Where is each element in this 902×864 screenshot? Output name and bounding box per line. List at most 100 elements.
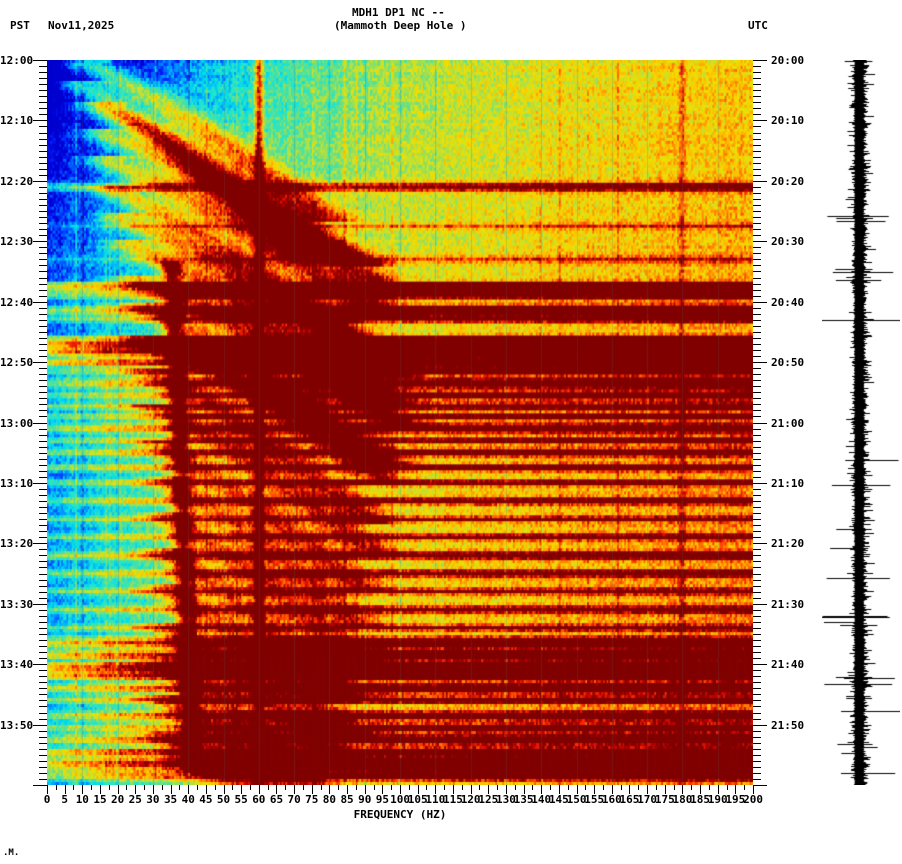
axis-tick: [753, 555, 761, 556]
axis-tick: [39, 211, 47, 212]
axis-tick: [39, 326, 47, 327]
time-tick-label: 12:40: [0, 295, 34, 309]
frequency-tick: [541, 785, 542, 794]
frequency-tick-label: 55: [234, 793, 248, 806]
axis-tick: [753, 543, 767, 544]
axis-tick: [39, 525, 47, 526]
frequency-tick-label: 80: [322, 793, 337, 806]
frequency-tick: [162, 785, 163, 790]
frequency-tick: [629, 785, 630, 794]
axis-tick: [753, 561, 761, 562]
frequency-tick-label: 65: [269, 793, 284, 806]
frequency-tick: [268, 785, 269, 790]
frequency-tick-label: 150: [566, 793, 587, 806]
time-tick-label: 12:20: [0, 174, 34, 188]
frequency-tick: [700, 785, 701, 794]
time-tick-label: 21:00: [771, 416, 805, 430]
axis-tick: [33, 604, 47, 605]
frequency-tick: [215, 785, 216, 790]
axis-tick: [39, 555, 47, 556]
axis-tick: [753, 344, 761, 345]
frequency-tick: [285, 785, 286, 790]
axis-tick: [33, 543, 47, 544]
frequency-tick: [109, 785, 110, 790]
frequency-tick-label: 190: [707, 793, 728, 806]
frequency-tick: [409, 785, 410, 790]
axis-tick: [39, 688, 47, 689]
time-tick-label: 21:20: [771, 537, 805, 551]
frequency-tick: [118, 785, 119, 794]
frequency-tick: [232, 785, 233, 790]
axis-tick: [39, 404, 47, 405]
frequency-tick-label: 5: [61, 793, 68, 806]
axis-tick: [39, 344, 47, 345]
axis-tick: [753, 743, 761, 744]
spectrogram-plot[interactable]: [47, 60, 753, 785]
axis-tick: [753, 610, 761, 611]
frequency-tick: [321, 785, 322, 790]
axis-tick: [753, 102, 761, 103]
frequency-tick-label: 90: [358, 793, 372, 806]
axis-tick: [39, 332, 47, 333]
axis-tick: [39, 386, 47, 387]
axis-tick: [753, 459, 761, 460]
axis-tick: [753, 725, 767, 726]
frequency-tick: [735, 785, 736, 794]
axis-tick: [753, 392, 761, 393]
frequency-tick: [197, 785, 198, 790]
axis-tick: [753, 670, 761, 671]
frequency-tick-label: 60: [252, 793, 266, 806]
frequency-tick: [47, 785, 48, 794]
axis-tick: [753, 296, 761, 297]
axis-tick: [753, 634, 761, 635]
axis-tick: [753, 368, 761, 369]
frequency-tick: [471, 785, 472, 794]
frequency-tick: [577, 785, 578, 794]
axis-tick: [39, 356, 47, 357]
axis-tick: [753, 133, 761, 134]
station-name-title: (Mammoth Deep Hole ): [334, 19, 467, 32]
frequency-tick-label: 25: [128, 793, 142, 806]
axis-tick: [39, 670, 47, 671]
axis-tick: [39, 429, 47, 430]
frequency-tick-label: 50: [216, 793, 231, 806]
axis-tick: [39, 271, 47, 272]
axis-tick: [753, 749, 761, 750]
frequency-tick: [682, 785, 683, 794]
axis-tick: [39, 175, 47, 176]
axis-tick: [39, 139, 47, 140]
timezone-left-label: PST: [10, 19, 30, 32]
frequency-tick-label: 180: [672, 793, 693, 806]
axis-tick: [39, 634, 47, 635]
frequency-tick: [568, 785, 569, 790]
frequency-tick: [435, 785, 436, 794]
axis-tick: [753, 682, 761, 683]
axis-tick: [39, 308, 47, 309]
axis-tick: [39, 489, 47, 490]
frequency-tick: [585, 785, 586, 790]
axis-tick: [39, 102, 47, 103]
axis-tick: [39, 84, 47, 85]
axis-tick: [39, 66, 47, 67]
axis-tick: [753, 259, 761, 260]
axis-tick: [39, 338, 47, 339]
axis-tick: [39, 447, 47, 448]
frequency-tick: [303, 785, 304, 790]
axis-tick: [39, 706, 47, 707]
time-tick-label: 20:30: [771, 235, 805, 249]
frequency-tick: [647, 785, 648, 794]
axis-tick: [753, 700, 761, 701]
axis-tick: [39, 513, 47, 514]
axis-tick: [39, 78, 47, 79]
time-tick-label: 13:40: [0, 658, 34, 672]
axis-tick: [753, 410, 761, 411]
frequency-tick: [515, 785, 516, 790]
time-tick-label: 13:20: [0, 537, 34, 551]
time-tick-label: 21:40: [771, 658, 805, 672]
frequency-tick-label: 130: [496, 793, 516, 806]
axis-tick: [753, 447, 761, 448]
frequency-tick: [559, 785, 560, 794]
frequency-tick-label: 95: [375, 793, 389, 806]
frequency-tick: [338, 785, 339, 790]
axis-tick: [753, 501, 761, 502]
